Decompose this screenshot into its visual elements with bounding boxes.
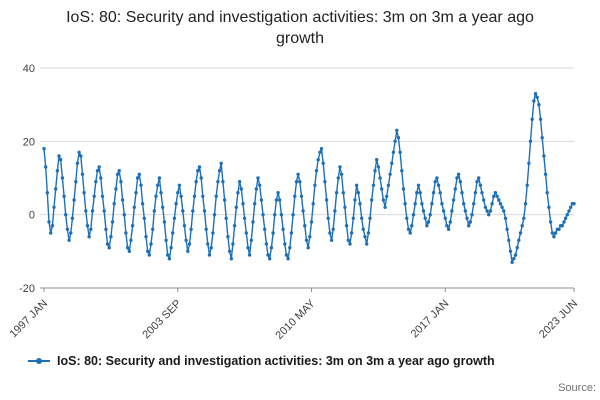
legend-label: IoS: 80: Security and investigation acti… (57, 353, 495, 368)
svg-text:-20: -20 (19, 283, 35, 295)
chart-title: IoS: 80: Security and investigation acti… (66, 9, 534, 47)
svg-text:0: 0 (29, 209, 35, 221)
svg-text:1997 JAN: 1997 JAN (7, 297, 50, 340)
svg-text:40: 40 (23, 63, 35, 75)
svg-text:2017 JAN: 2017 JAN (409, 297, 452, 340)
svg-text:2003 SEP: 2003 SEP (140, 297, 184, 341)
line-chart: 40 20 0 -20 1997 JAN 2003 SEP 2010 MAY 2017 JAN… (7, 63, 580, 342)
svg-text:20: 20 (23, 136, 35, 148)
svg-text:2023 JUN: 2023 JUN (537, 297, 580, 340)
source-label: Source: (558, 382, 596, 394)
legend: IoS: 80: Security and investigation acti… (28, 354, 600, 368)
svg-text:2010 MAY: 2010 MAY (273, 297, 318, 342)
legend-line-marker-icon (28, 357, 50, 364)
